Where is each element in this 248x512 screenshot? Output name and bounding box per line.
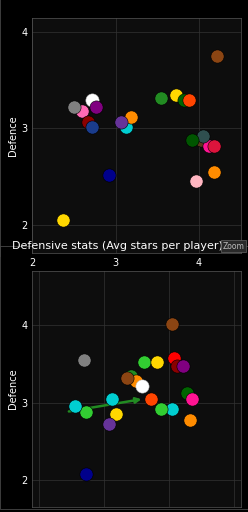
Point — [110, 395, 114, 403]
Point — [155, 358, 159, 367]
Point — [170, 320, 174, 328]
Point — [94, 103, 98, 112]
Point — [107, 420, 111, 429]
Point — [125, 374, 129, 382]
Point — [172, 354, 176, 362]
Point — [170, 404, 174, 413]
Text: Defensive stats (Avg stars per player): Defensive stats (Avg stars per player) — [12, 241, 223, 251]
Text: Zoom: Zoom — [222, 242, 244, 251]
Point — [72, 103, 76, 112]
Point — [129, 372, 133, 380]
Point — [84, 408, 88, 416]
Point — [190, 395, 194, 403]
Point — [90, 122, 94, 131]
Point — [207, 142, 211, 150]
Point — [140, 381, 144, 390]
Point — [190, 136, 194, 144]
Point — [159, 404, 163, 413]
Point — [182, 96, 186, 104]
Point — [212, 167, 216, 176]
Point — [134, 377, 138, 385]
Point — [187, 96, 191, 104]
Point — [194, 177, 198, 185]
Point — [124, 122, 127, 131]
Point — [159, 94, 163, 102]
Point — [174, 91, 178, 99]
Point — [212, 142, 216, 150]
Point — [61, 216, 65, 224]
Point — [149, 395, 153, 403]
Point — [185, 389, 189, 397]
Point — [215, 52, 219, 60]
Point — [128, 113, 132, 121]
Point — [90, 96, 94, 104]
Point — [175, 361, 179, 370]
X-axis label: Pitching: Pitching — [116, 274, 157, 284]
Point — [82, 356, 86, 364]
Point — [84, 470, 88, 478]
Point — [80, 107, 84, 115]
Point — [114, 410, 118, 418]
Point — [86, 118, 90, 126]
Point — [181, 361, 185, 370]
Point — [142, 358, 146, 367]
Point — [107, 170, 111, 179]
Point — [201, 132, 205, 140]
Y-axis label: Defence: Defence — [8, 369, 18, 410]
Point — [199, 136, 203, 144]
Y-axis label: Defence: Defence — [8, 115, 18, 156]
Point — [73, 402, 77, 411]
Point — [188, 416, 192, 424]
Point — [120, 118, 124, 126]
